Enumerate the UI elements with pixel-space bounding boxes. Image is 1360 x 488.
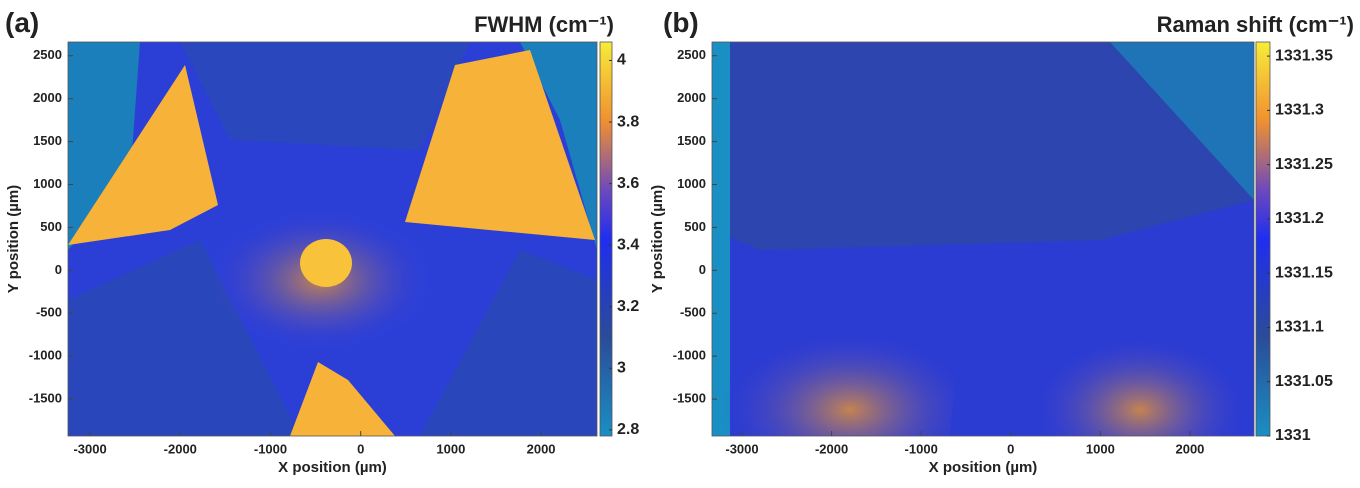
colorbar bbox=[1255, 41, 1271, 437]
colorbar-tick-label: 3.4 bbox=[617, 236, 639, 253]
x-tick-label: 0 bbox=[357, 441, 364, 456]
y-tick-label: 1500 bbox=[33, 133, 62, 148]
y-tick-label: -1500 bbox=[673, 391, 706, 406]
x-tick-label: -1000 bbox=[254, 441, 287, 456]
x-tick-label: -2000 bbox=[815, 441, 848, 456]
y-tick-label: 1500 bbox=[677, 133, 706, 148]
colorbar-tick-label: 1331.1 bbox=[1275, 319, 1324, 336]
colorbar-tick-label: 3 bbox=[617, 360, 626, 377]
x-tick-label: 1000 bbox=[1086, 441, 1115, 456]
plot-frame bbox=[711, 41, 1255, 437]
y-tick-label: 0 bbox=[699, 262, 706, 277]
colorbar bbox=[599, 41, 613, 437]
y-tick-label: 500 bbox=[40, 219, 62, 234]
x-tick-label: 2000 bbox=[1175, 441, 1204, 456]
y-axis-label: Y position (µm) bbox=[5, 185, 22, 293]
x-tick-label: 1000 bbox=[436, 441, 465, 456]
plot-frame bbox=[67, 41, 598, 437]
x-tick-label: -3000 bbox=[725, 441, 758, 456]
y-tick-label: -500 bbox=[36, 305, 62, 320]
colorbar-tick-label: 1331 bbox=[1275, 427, 1311, 444]
colorbar-title: FWHM (cm⁻¹) bbox=[474, 12, 614, 37]
x-tick-label: -3000 bbox=[73, 441, 106, 456]
x-tick-label: 0 bbox=[1007, 441, 1014, 456]
heatmap-a bbox=[68, 42, 597, 436]
y-tick-label: 1000 bbox=[677, 176, 706, 191]
colorbar-tick-label: 1331.05 bbox=[1275, 373, 1333, 390]
panel-label: (a) bbox=[5, 7, 39, 38]
y-axis-label: Y position (µm) bbox=[649, 185, 666, 293]
y-tick-label: 1000 bbox=[33, 176, 62, 191]
colorbar-tick-label: 3.2 bbox=[617, 298, 639, 315]
colorbar-tick-label: 3.6 bbox=[617, 175, 639, 192]
x-tick-label: -2000 bbox=[164, 441, 197, 456]
colorbar-tick-label: 4 bbox=[617, 52, 626, 69]
heatmap-b bbox=[712, 42, 1254, 436]
y-tick-label: -1000 bbox=[29, 348, 62, 363]
colorbar-tick-label: 3.8 bbox=[617, 113, 639, 130]
y-tick-label: 2000 bbox=[677, 90, 706, 105]
colorbar-tick-label: 1331.15 bbox=[1275, 264, 1333, 281]
colorbar-tick-label: 1331.2 bbox=[1275, 210, 1324, 227]
x-axis-label: X position (µm) bbox=[929, 459, 1038, 476]
y-tick-label: 0 bbox=[55, 262, 62, 277]
y-tick-label: 500 bbox=[684, 219, 706, 234]
colorbar-title: Raman shift (cm⁻¹) bbox=[1157, 12, 1354, 37]
colorbar-tick-label: 1331.3 bbox=[1275, 102, 1324, 119]
y-tick-label: 2500 bbox=[677, 47, 706, 62]
x-tick-label: -1000 bbox=[905, 441, 938, 456]
y-tick-label: -1000 bbox=[673, 348, 706, 363]
colorbar-tick-label: 1331.25 bbox=[1275, 156, 1333, 173]
x-tick-label: 2000 bbox=[527, 441, 556, 456]
y-tick-label: 2000 bbox=[33, 90, 62, 105]
x-axis-label: X position (µm) bbox=[278, 459, 387, 476]
panel-label: (b) bbox=[663, 7, 699, 38]
colorbar-tick-label: 1331.35 bbox=[1275, 47, 1333, 64]
colorbar-tick-label: 2.8 bbox=[617, 421, 639, 438]
y-tick-label: -1500 bbox=[29, 391, 62, 406]
y-tick-label: 2500 bbox=[33, 47, 62, 62]
y-tick-label: -500 bbox=[680, 305, 706, 320]
